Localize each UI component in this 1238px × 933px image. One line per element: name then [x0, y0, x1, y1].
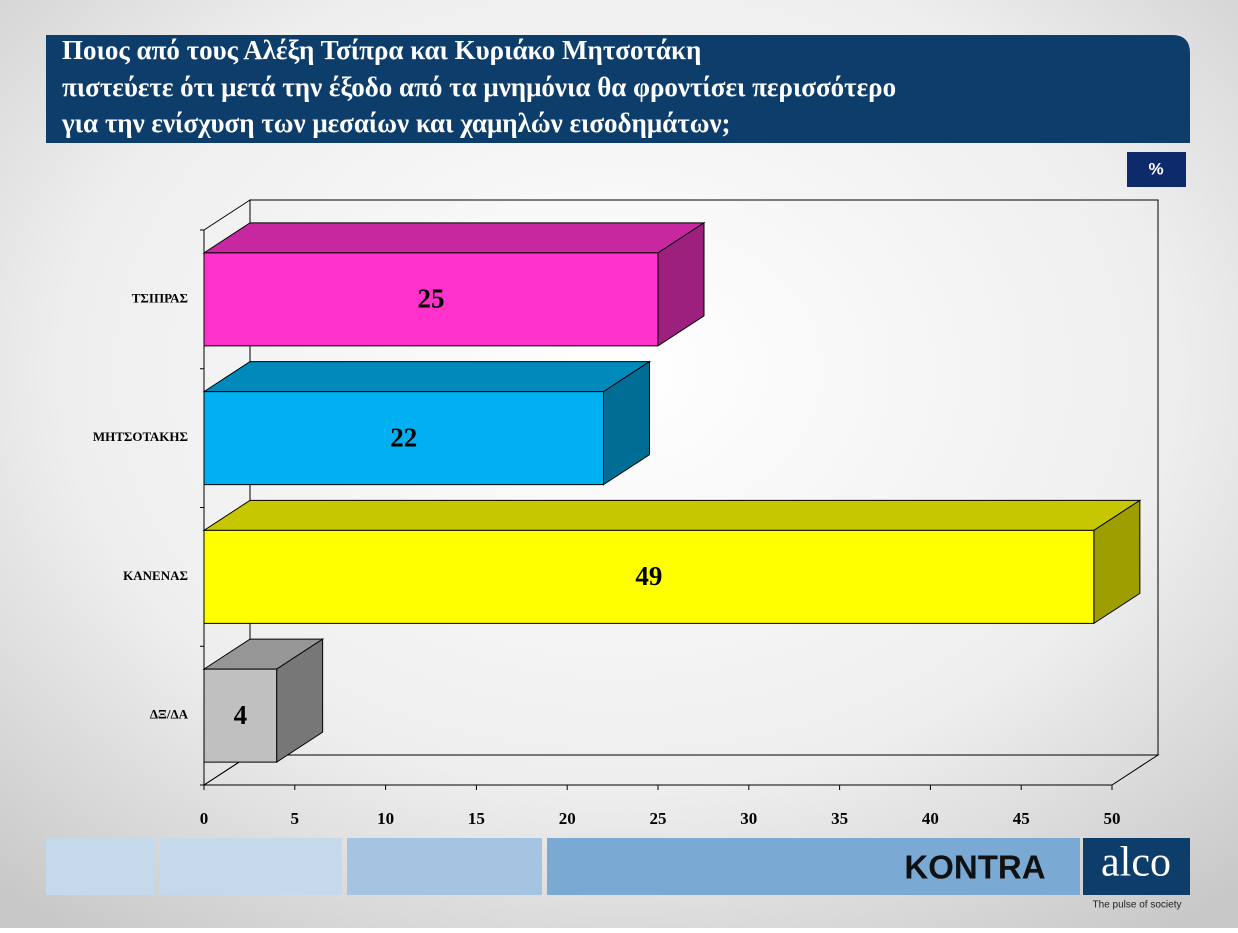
chart-title: για την ενίσχυση των μεσαίων και χαμηλών… [61, 108, 731, 138]
bar [203, 529, 1095, 624]
unit-label: % [1148, 159, 1163, 178]
value-label: 25 [418, 284, 445, 314]
x-tick-label: 10 [377, 809, 394, 828]
floor [202, 754, 1160, 786]
x-tick-label: 0 [200, 809, 209, 828]
value-label: 4 [234, 700, 248, 730]
x-tick-label: 15 [468, 809, 485, 828]
chart-title: Ποιος από τους Αλέξη Τσίπρα και Κυριάκο … [62, 35, 701, 65]
plot: 0 5 10 15 20 25 30 35 40 45 50 25 ΤΣΙΠΡΑΣ 22 ΜΗΤΣΟΤΑΚΗ… [93, 199, 1160, 828]
value-label: 49 [635, 561, 662, 591]
x-tick-label: 20 [559, 809, 576, 828]
x-tick-label: 45 [1013, 809, 1030, 828]
bar-top [202, 499, 1142, 531]
bar [203, 391, 605, 486]
x-tick-label: 25 [650, 809, 667, 828]
kontra-logo: KONTRA [904, 849, 1045, 886]
y-tick-label: ΔΞ/ΔΑ [150, 707, 189, 722]
bar-top [202, 222, 706, 254]
y-tick-label: ΤΣΙΠΡΑΣ [132, 290, 188, 305]
bar [203, 668, 278, 763]
bar [203, 252, 659, 347]
chart-title: πιστεύετε ότι μετά την έξοδο από τα μνημ… [62, 72, 896, 102]
tagline: The pulse of society [1093, 900, 1182, 911]
title-box [46, 35, 1190, 143]
x-tick-label: 30 [740, 809, 757, 828]
bar-top [202, 361, 652, 393]
x-tick-label: 35 [831, 809, 848, 828]
x-tick-label: 40 [922, 809, 939, 828]
unit-box [1127, 152, 1186, 187]
value-label: 22 [390, 422, 417, 452]
x-tick-label: 5 [291, 809, 300, 828]
x-tick-label: 50 [1104, 809, 1121, 828]
footer-strip [160, 838, 342, 895]
footer-strip [547, 838, 1080, 895]
footer-strip [46, 838, 155, 895]
y-tick-label: ΚΑΝΕΝΑΣ [123, 568, 188, 583]
alco-box [1083, 838, 1190, 895]
y-tick-label: ΜΗΤΣΟΤΑΚΗΣ [93, 429, 188, 444]
alco-logo: alco [1101, 840, 1171, 886]
footer-strip [347, 838, 542, 895]
